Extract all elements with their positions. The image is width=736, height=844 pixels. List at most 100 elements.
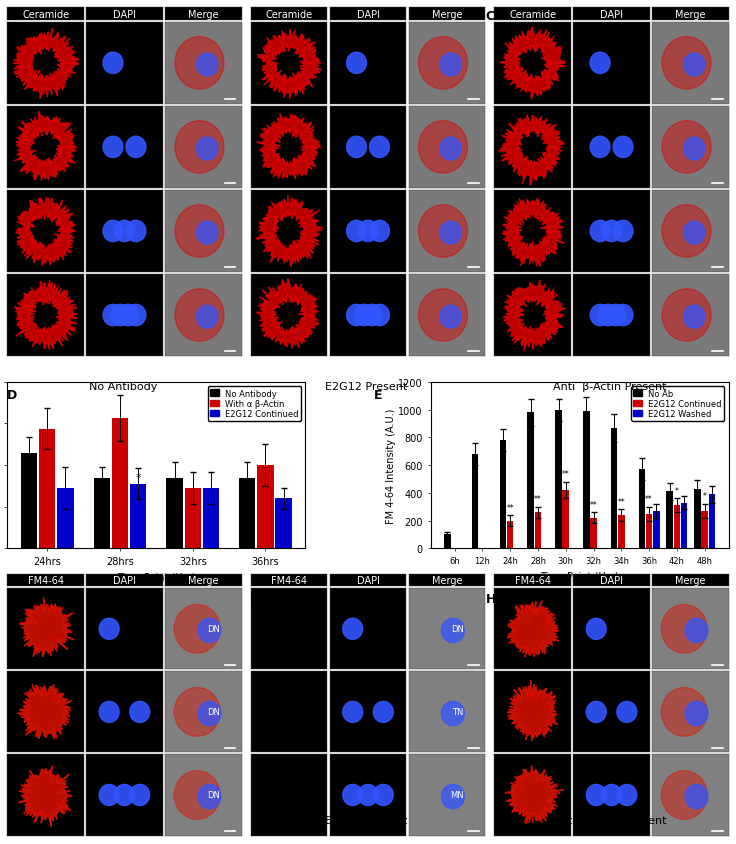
Circle shape [369, 305, 389, 327]
Legend: No Antibody, With α β-Actin, E2G12 Continued: No Antibody, With α β-Actin, E2G12 Conti… [208, 387, 301, 421]
Text: **: ** [590, 500, 598, 509]
Circle shape [115, 221, 135, 242]
Bar [701, 511, 708, 549]
Bar [611, 428, 618, 549]
Circle shape [373, 784, 393, 805]
Text: *: * [135, 472, 141, 482]
Circle shape [343, 701, 363, 722]
Circle shape [197, 222, 218, 245]
Circle shape [354, 305, 374, 327]
Circle shape [358, 784, 378, 805]
Text: Merge: Merge [188, 576, 219, 586]
Circle shape [661, 605, 707, 653]
Text: Anti  β-Actin Present: Anti β-Actin Present [553, 381, 666, 392]
Circle shape [662, 289, 711, 342]
Circle shape [684, 54, 705, 77]
Text: DAPI: DAPI [600, 9, 623, 19]
Circle shape [685, 701, 708, 726]
Bar [185, 489, 201, 549]
Circle shape [601, 784, 621, 805]
Circle shape [419, 205, 467, 258]
Circle shape [661, 771, 707, 820]
Circle shape [442, 619, 464, 643]
Circle shape [110, 305, 130, 327]
Polygon shape [13, 30, 79, 100]
Text: **: ** [645, 495, 653, 504]
Bar [444, 535, 450, 549]
Circle shape [347, 305, 367, 327]
Circle shape [369, 221, 389, 242]
Circle shape [373, 701, 393, 722]
Circle shape [587, 784, 606, 805]
Circle shape [617, 701, 637, 722]
Polygon shape [20, 598, 74, 657]
Bar [639, 469, 645, 549]
Circle shape [606, 305, 626, 327]
Circle shape [661, 688, 707, 736]
Circle shape [118, 305, 138, 327]
Text: H: H [486, 592, 496, 605]
Y-axis label: MN: MN [450, 791, 464, 799]
X-axis label: Time Point (Hrs): Time Point (Hrs) [540, 571, 619, 581]
Circle shape [197, 306, 218, 328]
Text: D: D [7, 388, 18, 401]
Circle shape [343, 619, 363, 640]
Circle shape [440, 138, 461, 161]
Bar [666, 492, 673, 549]
Circle shape [440, 306, 461, 328]
Text: No Antibody: No Antibody [90, 381, 158, 392]
Text: DAPI: DAPI [356, 576, 380, 586]
Circle shape [590, 53, 610, 74]
Polygon shape [15, 281, 77, 350]
Bar [534, 512, 541, 549]
Text: *: * [675, 486, 679, 495]
Bar [202, 489, 219, 549]
Circle shape [198, 784, 221, 809]
Circle shape [126, 137, 146, 159]
Circle shape [103, 305, 123, 327]
Text: B: B [250, 10, 260, 23]
Circle shape [613, 137, 633, 159]
Circle shape [685, 784, 708, 809]
Circle shape [419, 122, 467, 174]
Polygon shape [499, 28, 565, 100]
Circle shape [103, 53, 123, 74]
Text: Ceramide: Ceramide [22, 9, 69, 19]
Circle shape [590, 221, 610, 242]
Circle shape [347, 137, 367, 159]
Text: **: ** [506, 503, 514, 512]
Bar [681, 503, 687, 549]
Text: Merge: Merge [675, 576, 706, 586]
Circle shape [613, 221, 633, 242]
Polygon shape [507, 601, 559, 657]
Circle shape [590, 305, 610, 327]
Circle shape [130, 784, 149, 805]
Circle shape [347, 221, 367, 242]
Circle shape [174, 771, 220, 820]
Circle shape [99, 784, 119, 805]
Circle shape [440, 222, 461, 245]
Circle shape [103, 221, 123, 242]
Circle shape [587, 619, 606, 640]
Polygon shape [256, 196, 323, 268]
Bar [166, 478, 183, 549]
Polygon shape [502, 198, 565, 267]
Circle shape [174, 688, 220, 736]
Bar [562, 490, 569, 549]
Y-axis label: DN: DN [208, 625, 220, 634]
Y-axis label: FM 4-64 Intensity (A.U.): FM 4-64 Intensity (A.U.) [386, 408, 395, 523]
Legend: No Ab, E2G12 Continued, E2G12 Washed: No Ab, E2G12 Continued, E2G12 Washed [631, 387, 724, 421]
Text: No Antibody: No Antibody [90, 815, 158, 825]
Text: **: ** [618, 497, 625, 506]
Circle shape [685, 619, 708, 643]
Circle shape [175, 289, 224, 342]
Circle shape [343, 784, 363, 805]
Text: DAPI: DAPI [600, 576, 623, 586]
Circle shape [175, 37, 224, 90]
Polygon shape [18, 684, 72, 739]
Bar [653, 511, 659, 549]
Circle shape [175, 205, 224, 258]
Circle shape [419, 289, 467, 342]
Text: Anti  β-Actin Present: Anti β-Actin Present [553, 815, 666, 825]
Text: Merge: Merge [188, 9, 219, 19]
